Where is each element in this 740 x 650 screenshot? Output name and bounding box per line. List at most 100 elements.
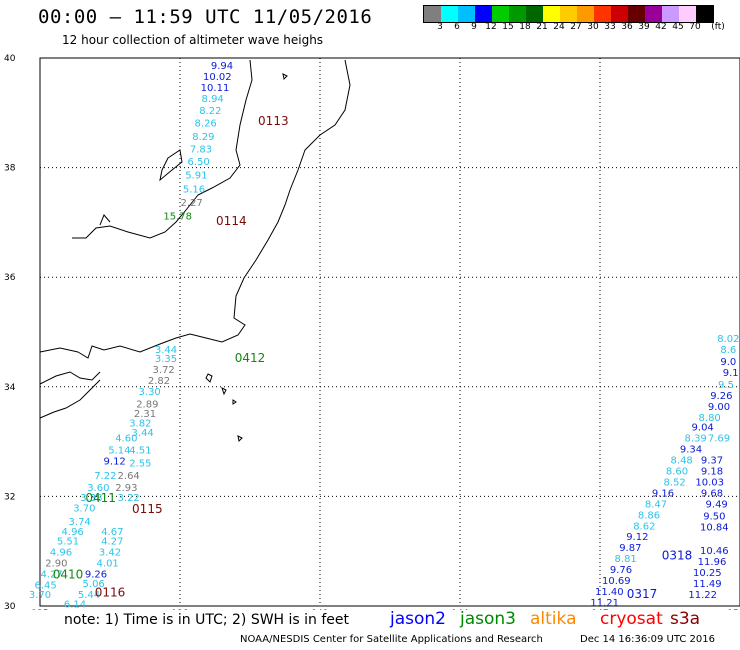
pass-time-label: 0410 [53, 568, 84, 582]
swh-value-label: 2.64 [118, 471, 140, 482]
swh-value-label: 5.14 [108, 446, 130, 457]
pass-time-label: 0116 [95, 586, 126, 600]
noto-peninsula [99, 214, 111, 226]
longitude-label: 144 [451, 609, 468, 610]
colorbar-swatch [594, 6, 611, 22]
swh-value-label: 8.52 [664, 477, 686, 488]
map-subtitle: 12 hour collection of altimeter wave hei… [62, 33, 324, 47]
colorbar-label: 30 [587, 22, 599, 32]
swh-value-label: 10.69 [602, 576, 631, 587]
swh-value-label: 10.84 [700, 522, 729, 533]
latitude-label: 30 [4, 602, 16, 610]
swh-value-label: 9.50 [703, 511, 725, 522]
swh-value-label: 4.67 [101, 527, 123, 538]
swh-value-label: 4.01 [97, 559, 119, 570]
kyushu-coast [39, 379, 101, 419]
colorbar-label: 9 [471, 22, 477, 32]
swh-value-label: 8.6 [720, 345, 736, 356]
colorbar-label: 12 [485, 22, 497, 32]
colorbar-swatch [475, 6, 492, 22]
timestamp-text: Dec 14 16:36:09 UTC 2016 [580, 634, 715, 645]
wave-height-colorbar [423, 5, 714, 23]
swh-value-label: 8.86 [638, 510, 660, 521]
map-title: 00:00 — 11:59 UTC 11/05/2016 [38, 6, 373, 28]
swh-value-label: 5.91 [185, 171, 207, 182]
pass-time-label: 0412 [235, 351, 266, 365]
colorbar-swatch [441, 6, 458, 22]
swh-value-label: 8.48 [671, 456, 693, 467]
swh-value-label: 10.46 [700, 546, 729, 557]
swh-value-label: 6.50 [188, 157, 210, 168]
longitude-label: 150 [727, 609, 740, 610]
credit-text: NOAA/NESDIS Center for Satellite Applica… [240, 634, 543, 645]
swh-value-label: 8.60 [666, 466, 688, 477]
izu-island-4 [237, 435, 243, 443]
swh-value-label: 4.60 [115, 434, 137, 445]
swh-value-label: 8.26 [195, 119, 217, 130]
swh-value-label: 4.51 [129, 446, 151, 457]
legend-entry-jason3: jason3 [460, 609, 516, 629]
swh-value-label: 5.44 [78, 590, 100, 601]
swh-value-label: 7.22 [94, 471, 116, 482]
swh-value-label: 8.29 [192, 132, 214, 143]
colorbar-label: 3 [437, 22, 443, 32]
colorbar-label: 27 [570, 22, 582, 32]
colorbar-swatch [424, 6, 441, 22]
swh-value-label: 8.22 [199, 106, 221, 117]
swh-value-label: 11.40 [595, 587, 624, 598]
swh-value-label: 9.76 [610, 565, 632, 576]
colorbar-swatch [577, 6, 594, 22]
swh-value-label: 3.44 [132, 428, 154, 439]
izu-island-2 [221, 387, 227, 396]
colorbar-label: 45 [672, 22, 684, 32]
swh-value-label: 10.03 [695, 477, 724, 488]
colorbar-label: 6 [454, 22, 460, 32]
swh-value-label: 4.96 [50, 548, 72, 559]
swh-value-label: 4.27 [41, 570, 63, 581]
colorbar-swatch [526, 6, 543, 22]
swh-value-label: 9.04 [692, 423, 714, 434]
swh-value-label: 3.38 [80, 493, 102, 504]
colorbar-label: 36 [621, 22, 633, 32]
swh-value-label: 10.02 [203, 72, 232, 83]
swh-value-label: 7.69 [708, 434, 730, 445]
legend-entry-altika: altika [530, 609, 577, 629]
swh-value-label: 11.22 [688, 590, 717, 601]
colorbar-swatch [679, 6, 696, 22]
swh-value-label: 2.93 [115, 483, 137, 494]
colorbar-swatch [662, 6, 679, 22]
longitude-label: 135 [31, 609, 48, 610]
colorbar-labels: 3 6 9 12 15 18 21 24 27 30 33 36 39 42 45 70 (ft) [423, 22, 740, 34]
legend-entry-s3a: s3a [670, 609, 701, 629]
colorbar-swatch [492, 6, 509, 22]
swh-value-label: 9.12 [626, 532, 648, 543]
sado-island [159, 149, 183, 182]
altimeter-map: 135 138 141 144 147 150 40 38 36 34 32 30 9.9410.02… [4, 54, 740, 610]
colorbar-swatch [543, 6, 560, 22]
izu-island-3 [232, 399, 237, 405]
colorbar-label: 24 [553, 22, 565, 32]
longitude-label: 147 [591, 609, 608, 610]
colorbar-swatch [611, 6, 628, 22]
swh-value-label: 3.70 [29, 590, 51, 601]
colorbar-swatch [645, 6, 662, 22]
swh-value-label: 6.45 [34, 580, 56, 591]
colorbar-label: 39 [638, 22, 650, 32]
latitude-label: 34 [4, 383, 16, 393]
units-note: note: 1) Time is in UTC; 2) SWH is in fe… [64, 612, 350, 628]
colorbar-swatch [509, 6, 526, 22]
satellite-pass-times: 0113 0114 0412 0411 0115 0410 0116 0318 0317 [53, 114, 693, 601]
swh-value-label: 3.60 [87, 483, 109, 494]
swh-value-label: 11.49 [693, 579, 722, 590]
swh-value-label: 2.27 [181, 198, 203, 209]
swh-value-label: 8.80 [699, 413, 721, 424]
legend-entry-cryosat: cryosat [600, 609, 663, 629]
map-grid [40, 58, 740, 606]
swh-value-label: 8.02 [717, 334, 739, 345]
swh-value-label: 7.83 [190, 144, 212, 155]
swh-value-label: 2.31 [134, 409, 156, 420]
colorbar-swatch [696, 6, 713, 22]
shikoku-south-coast [39, 371, 101, 385]
pass-time-label: 0113 [258, 114, 289, 128]
